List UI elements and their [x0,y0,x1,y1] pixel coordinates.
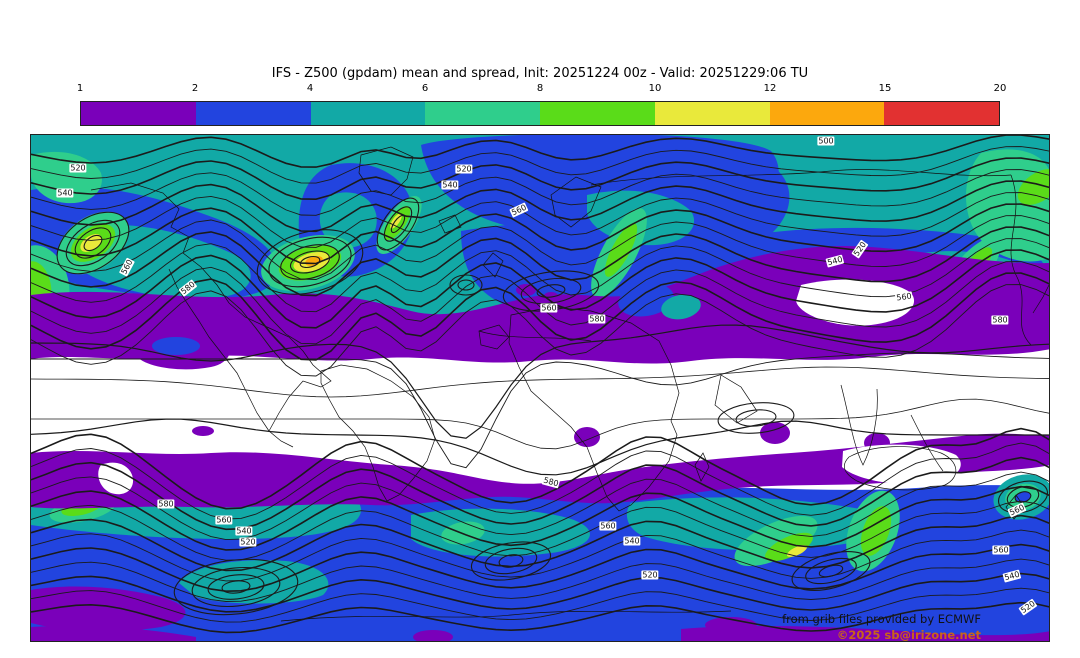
spread-fill-layer [31,135,1049,641]
world-map: 520 540 560 580 520 540 560 560 580 500 520 540 560 5… [30,134,1050,642]
contour-label: 560 [540,303,558,313]
page-title: IFS - Z500 (gpdam) mean and spread, Init… [271,66,809,81]
colorbar-tick-label: 4 [306,83,314,94]
contour-label: 520 [239,537,257,547]
contour-lines-south [31,427,1049,634]
colorbar-tick-label: 20 [993,83,1007,94]
contour-label: 520 [69,163,87,173]
contour-label: 540 [623,536,641,546]
contour-label: 560 [599,521,617,531]
contour-label: 540 [235,526,253,536]
colorbar-segment [310,102,426,125]
colorbar-tick-label: 15 [878,83,892,94]
colorbar-tick-label: 10 [648,83,662,94]
coastline-layer [90,146,1049,622]
colorbar-tick-label: 1 [76,83,84,94]
colorbar-tick-label: 8 [536,83,544,94]
contour-label: 540 [56,188,74,198]
contour-label: 520 [455,164,473,174]
credit-ecmwf: from grib files provided by ECMWF [782,612,981,626]
colorbar-segment [769,102,885,125]
contour-lines-north [31,135,1049,377]
contour-label: 540 [441,180,459,190]
contour-label: 560 [992,545,1010,555]
contour-label: 580 [157,499,175,509]
colorbar-segment [540,102,655,125]
colorbar-tick-label: 2 [191,83,199,94]
map-canvas [31,135,1049,641]
credit-irizone: ©2025 sb@irizone.net [836,628,981,642]
colorbar-segment [654,102,770,125]
colorbar-segment [884,102,999,125]
colorbar-segments [80,101,1000,126]
colorbar-segment [81,102,196,125]
contour-label: 580 [588,314,606,324]
contour-label: 560 [215,515,233,525]
colorbar-tick-label: 12 [763,83,777,94]
contour-label: 500 [817,136,835,146]
colorbar-segment [425,102,540,125]
contour-lines-tropics [31,324,1049,476]
colorbar-segment [195,102,311,125]
colorbar-tick-label: 6 [421,83,429,94]
colorbar-ticks: 1 2 4 6 8 10 12 15 20 [76,83,1007,96]
contour-label: 520 [641,570,659,580]
contour-label: 580 [991,315,1009,325]
